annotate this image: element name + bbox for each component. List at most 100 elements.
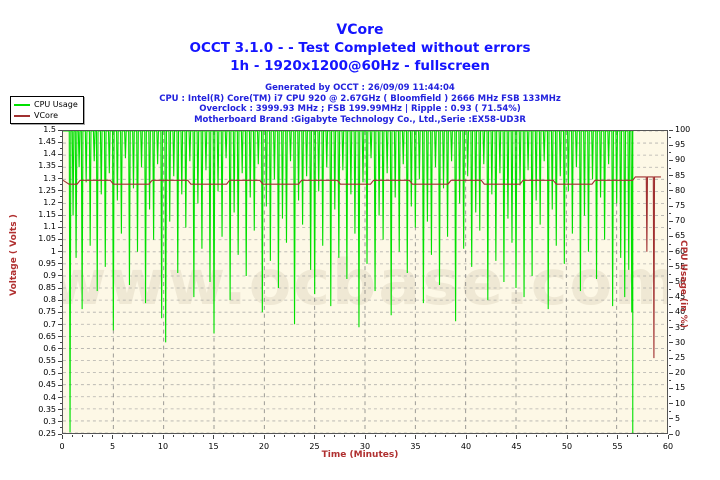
y-axis-left-minor-tick — [60, 378, 62, 380]
x-axis-minor-tick — [435, 435, 437, 437]
x-axis-minor-tick — [233, 435, 235, 437]
y-axis-left-tick-label: 0.75 — [38, 307, 56, 317]
y-axis-left-tick — [58, 214, 62, 216]
y-axis-left-minor-tick — [60, 147, 62, 149]
x-axis-minor-tick — [192, 435, 194, 437]
y-axis-left-minor-tick — [60, 427, 62, 429]
y-axis-right-tick-label: 60 — [675, 246, 686, 256]
y-axis-left-tick — [58, 275, 62, 277]
y-axis-left-tick-label: 1.05 — [38, 234, 56, 244]
x-axis-minor-tick — [647, 435, 649, 437]
y-axis-right-tick-label: 65 — [675, 231, 686, 241]
y-axis-left-minor-tick — [60, 208, 62, 210]
y-axis-right-tick-label: 40 — [675, 307, 686, 317]
y-axis-left-minor-tick — [60, 269, 62, 271]
x-axis-minor-tick — [495, 435, 497, 437]
y-axis-right-tick — [669, 281, 673, 283]
y-axis-left-tick — [58, 299, 62, 301]
y-axis-right-tick-label: 10 — [675, 398, 686, 408]
y-axis-right-minor-tick — [669, 349, 671, 351]
y-axis-right-minor-tick — [669, 197, 671, 199]
y-axis-left-minor-tick — [60, 293, 62, 295]
x-axis-minor-tick — [334, 435, 336, 437]
x-axis-minor-tick — [283, 435, 285, 437]
y-axis-left-minor-tick — [60, 245, 62, 247]
x-axis-minor-tick — [122, 435, 124, 437]
x-axis-minor-tick — [394, 435, 396, 437]
y-axis-left-tick — [58, 397, 62, 399]
x-axis-minor-tick — [152, 435, 154, 437]
x-axis-minor-tick — [384, 435, 386, 437]
y-axis-left-tick — [58, 372, 62, 374]
y-axis-left-tick-label: 1.35 — [38, 161, 56, 171]
x-axis-minor-tick — [303, 435, 305, 437]
y-axis-left-title: Voltage ( Volts ) — [9, 214, 19, 296]
x-axis-minor-tick — [354, 435, 356, 437]
x-axis-tick — [566, 435, 568, 439]
y-axis-left-tick — [58, 384, 62, 386]
x-axis-tick — [465, 435, 467, 439]
y-axis-left-tick-label: 0.45 — [38, 380, 56, 390]
y-axis-left-tick-label: 0.7 — [43, 319, 56, 329]
y-axis-right-minor-tick — [669, 334, 671, 336]
y-axis-right-minor-tick — [669, 289, 671, 291]
x-axis-minor-tick — [91, 435, 93, 437]
y-axis-left-tick — [58, 287, 62, 289]
y-axis-left-tick — [58, 153, 62, 155]
x-axis-minor-tick — [556, 435, 558, 437]
x-axis-tick-label: 50 — [561, 442, 573, 451]
chart-subtitle-1: OCCT 3.1.0 - - Test Completed without er… — [189, 40, 531, 56]
x-axis-tick — [263, 435, 265, 439]
y-axis-right-minor-tick — [669, 425, 671, 427]
y-axis-left-minor-tick — [60, 305, 62, 307]
y-axis-right-tick — [669, 129, 673, 131]
x-axis-minor-tick — [71, 435, 73, 437]
y-axis-right-tick-label: 95 — [675, 140, 686, 150]
y-axis-left-tick-label: 1.45 — [38, 137, 56, 147]
y-axis-right-tick-label: 35 — [675, 322, 686, 332]
x-axis-tick-label: 20 — [258, 442, 270, 451]
y-axis-left-tick — [58, 409, 62, 411]
y-axis-left-tick — [58, 141, 62, 143]
x-axis-minor-tick — [425, 435, 427, 437]
y-axis-right-title: CPU Usage (in %) — [678, 240, 688, 328]
y-axis-right-minor-tick — [669, 258, 671, 260]
y-axis-right-tick-label: 45 — [675, 292, 686, 302]
y-axis-left-tick — [58, 238, 62, 240]
y-axis-left-tick-label: 0.95 — [38, 258, 56, 268]
x-axis-minor-tick — [445, 435, 447, 437]
x-axis-tick — [314, 435, 315, 439]
y-axis-right-minor-tick — [669, 380, 671, 382]
y-axis-left-minor-tick — [60, 172, 62, 174]
x-axis-tick-label: 35 — [410, 442, 421, 451]
y-axis-right-tick — [669, 159, 673, 161]
y-axis-left-tick-label: 0.4 — [43, 392, 56, 402]
y-axis-right-tick-label: 25 — [675, 353, 686, 362]
x-axis-tick-label: 40 — [460, 442, 472, 451]
y-axis-right-tick-label: 15 — [675, 383, 686, 393]
y-axis-right-tick-label: 0 — [675, 429, 681, 438]
y-axis-left-tick — [58, 421, 62, 423]
y-axis-right-tick — [669, 144, 673, 146]
y-axis-left-tick-label: 0.5 — [43, 368, 56, 378]
y-axis-right-tick — [669, 235, 673, 237]
y-axis-left-minor-tick — [60, 135, 62, 137]
x-axis-minor-tick — [475, 435, 477, 437]
y-axis-left-tick — [58, 165, 62, 167]
x-axis-minor-tick — [142, 435, 144, 437]
y-axis-left-tick-label: 0.65 — [38, 331, 56, 341]
y-axis-left-tick-label: 0.3 — [43, 416, 56, 426]
x-axis-minor-tick — [253, 435, 255, 437]
y-axis-right-minor-tick — [669, 137, 671, 139]
x-axis-tick — [61, 435, 63, 439]
y-axis-right-tick-label: 75 — [675, 201, 686, 210]
x-axis-tick-label: 25 — [309, 442, 320, 451]
y-axis-right-tick — [669, 357, 673, 359]
x-axis-tick — [667, 435, 669, 439]
y-axis-right-tick-label: 70 — [675, 216, 686, 226]
legend-label-cpu-usage: CPU Usage — [34, 100, 78, 109]
y-axis-left-tick-label: 0.6 — [43, 343, 56, 353]
x-axis-minor-tick — [182, 435, 184, 437]
y-axis-right-tick-label: 100 — [675, 125, 691, 134]
